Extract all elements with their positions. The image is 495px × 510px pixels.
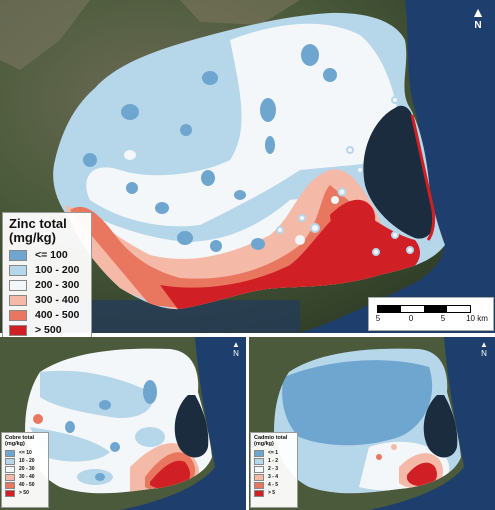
copper-legend-title: Cobre total (mg/kg) <box>5 435 35 447</box>
legend-item: <= 100 <box>3 248 91 262</box>
legend-item: 2 - 3 <box>251 465 297 473</box>
legend-swatch <box>9 294 27 306</box>
legend-item: 3 - 4 <box>251 473 297 481</box>
legend-item: <= 1 <box>251 449 297 457</box>
scale-tick-label: 10 km <box>466 314 488 323</box>
legend-item: 4 - 5 <box>251 481 297 489</box>
legend-item: 400 - 500 <box>3 308 91 322</box>
legend-item: 20 - 30 <box>2 465 48 473</box>
north-arrow-icon: ▲ N <box>232 340 240 358</box>
legend-item: 30 - 40 <box>2 473 48 481</box>
legend-swatch <box>9 309 27 321</box>
legend-item: 10 - 20 <box>2 457 48 465</box>
sea <box>369 337 495 510</box>
sea <box>300 0 495 333</box>
legend-item: > 5 <box>251 489 297 497</box>
zinc-legend: Zinc total (mg/kg) <= 100 100 - 200 200 … <box>2 212 92 338</box>
lagoon <box>423 395 458 458</box>
legend-item: 300 - 400 <box>3 293 91 307</box>
scale-bar-graphic <box>377 305 471 313</box>
scale-bar: 5 0 5 10 km <box>368 297 494 331</box>
scale-tick-label: 0 <box>408 314 414 323</box>
legend-item: > 500 <box>3 323 91 337</box>
cadmium-map <box>249 337 495 510</box>
cadmium-legend: Cadmio total (mg/kg) <= 1 1 - 2 2 - 3 3 … <box>250 432 298 508</box>
legend-swatch <box>9 324 27 336</box>
north-arrow-icon: ▲ N <box>480 340 488 358</box>
zinc-legend-title: Zinc total (mg/kg) <box>9 216 67 245</box>
cadmium-concentration-surface <box>274 348 461 494</box>
legend-item: <= 10 <box>2 449 48 457</box>
legend-swatch <box>9 279 27 291</box>
cadmium-legend-title: Cadmio total (mg/kg) <box>254 435 288 447</box>
legend-item: 1 - 2 <box>251 457 297 465</box>
legend-swatch <box>9 264 27 276</box>
copper-legend: Cobre total (mg/kg) <= 10 10 - 20 20 - 3… <box>1 432 49 508</box>
lagoon <box>174 395 209 458</box>
legend-swatch <box>9 249 27 261</box>
legend-item: 200 - 300 <box>3 278 91 292</box>
zinc-map-panel <box>0 0 495 333</box>
legend-item: 100 - 200 <box>3 263 91 277</box>
north-arrow-icon: ▲ N <box>471 4 485 31</box>
legend-item: 40 - 50 <box>2 481 48 489</box>
zinc-map <box>0 0 495 333</box>
scale-tick-label: 5 <box>375 314 381 323</box>
scale-tick-label: 5 <box>440 314 446 323</box>
sea <box>120 337 246 510</box>
legend-item: > 50 <box>2 489 48 497</box>
